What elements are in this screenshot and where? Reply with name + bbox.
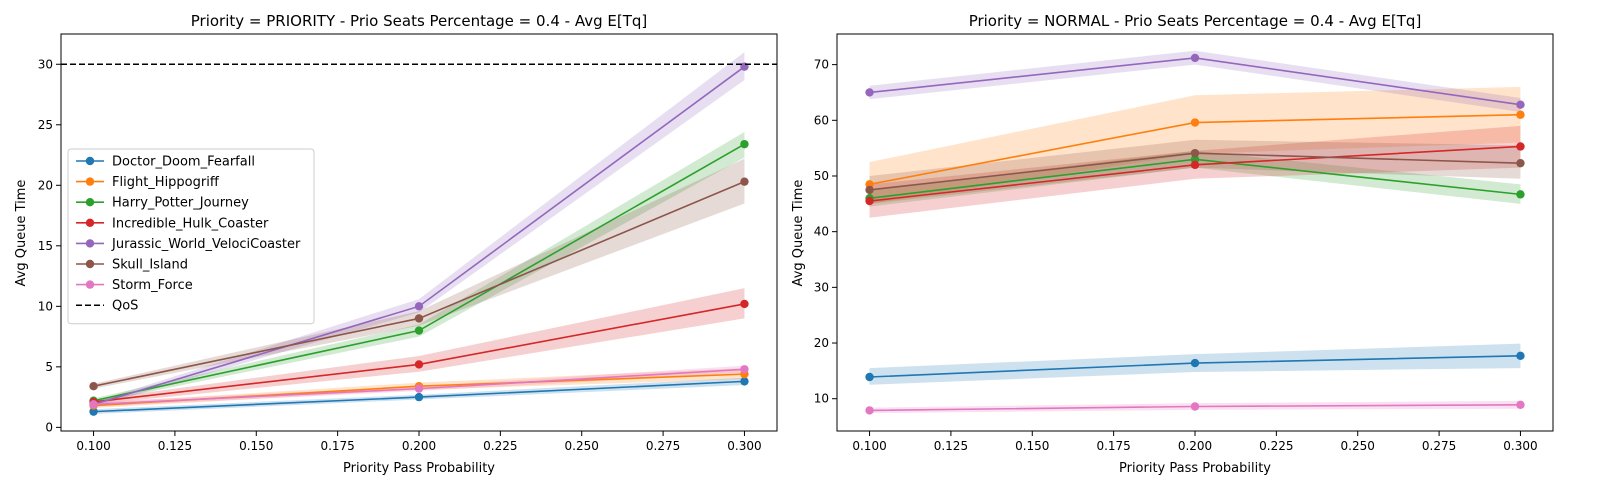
y-tick-label: 50	[814, 169, 829, 183]
confidence-band	[869, 125, 1521, 218]
data-point	[1190, 160, 1200, 170]
legend-label: Flight_Hippogriff	[112, 175, 220, 190]
data-point	[865, 196, 874, 206]
x-tick-label: 0.275	[1422, 439, 1456, 453]
x-tick-label: 0.150	[239, 439, 273, 453]
x-tick-label: 0.125	[934, 439, 968, 453]
data-point	[414, 360, 424, 369]
legend-marker	[85, 280, 95, 289]
legend-marker	[85, 156, 95, 166]
x-axis-label: Priority Pass Probability	[1119, 461, 1271, 476]
legend-label: Incredible_Hulk_Coaster	[112, 216, 269, 231]
data-point	[414, 302, 424, 311]
data-point	[89, 400, 98, 409]
confidence-band	[869, 86, 1521, 204]
y-tick-label: 20	[814, 336, 829, 350]
legend-label: Doctor_Doom_Fearfall	[112, 155, 255, 170]
legend-label: Harry_Potter_Journey	[112, 196, 249, 211]
y-tick-label: 30	[38, 57, 53, 71]
data-point	[865, 406, 874, 415]
x-tick-label: 0.100	[852, 439, 886, 453]
legend-box	[67, 148, 315, 325]
y-tick-label: 20	[38, 178, 53, 192]
x-tick-label: 0.200	[402, 439, 436, 453]
legend-label: Skull_Island	[112, 258, 188, 273]
data-point	[740, 177, 749, 186]
data-point	[740, 365, 749, 374]
x-tick-label: 0.250	[1341, 439, 1375, 453]
x-tick-label: 0.225	[483, 439, 517, 453]
data-point	[740, 377, 749, 386]
chart-normal: Priority = NORMAL - Prio Seats Percentag…	[791, 12, 1554, 476]
data-point	[1516, 100, 1525, 109]
legend-label: QoS	[112, 299, 138, 314]
x-tick-label: 0.300	[1503, 439, 1537, 453]
x-tick-label: 0.175	[320, 439, 354, 453]
y-axis-label: Avg Queue Time	[14, 180, 29, 287]
data-point	[1516, 158, 1525, 168]
x-tick-label: 0.200	[1178, 439, 1212, 453]
x-tick-label: 0.125	[158, 439, 192, 453]
data-point	[865, 185, 874, 195]
data-point	[414, 314, 424, 323]
y-tick-label: 25	[38, 118, 53, 132]
data-point	[414, 384, 424, 393]
legend-marker	[85, 198, 95, 207]
data-point	[1190, 53, 1200, 63]
y-tick-label: 15	[38, 239, 53, 253]
chart-title: Priority = PRIORITY - Prio Seats Percent…	[191, 12, 647, 30]
legend: Doctor_Doom_Fearfall Flight_Hippogriff Har…	[67, 148, 315, 325]
x-tick-label: 0.175	[1096, 439, 1130, 453]
data-point	[414, 326, 424, 335]
y-tick-label: 40	[814, 225, 829, 239]
data-point	[740, 139, 749, 149]
legend-label: Storm_Force	[112, 278, 193, 293]
data-point	[1190, 148, 1200, 158]
y-tick-label: 30	[814, 280, 829, 294]
legend-label: Jurassic_World_VelociCoaster	[111, 237, 301, 252]
data-point	[1516, 190, 1525, 199]
data-point	[89, 382, 98, 391]
y-tick-label: 60	[814, 113, 829, 127]
data-point	[1516, 351, 1525, 361]
legend-marker	[85, 218, 95, 227]
y-tick-label: 0	[45, 420, 53, 434]
x-axis-label: Priority Pass Probability	[343, 461, 495, 476]
legend-marker	[85, 239, 95, 248]
legend-marker	[85, 259, 95, 269]
y-tick-label: 10	[38, 299, 53, 313]
data-point	[89, 407, 98, 416]
data-point	[1516, 400, 1525, 410]
data-point	[414, 392, 424, 402]
chart-title: Priority = NORMAL - Prio Seats Percentag…	[969, 12, 1422, 30]
x-tick-label: 0.250	[565, 439, 599, 453]
chart-priority: Priority = PRIORITY - Prio Seats Percent…	[14, 12, 778, 476]
data-point	[1190, 118, 1200, 127]
x-tick-label: 0.275	[646, 439, 680, 453]
confidence-band	[869, 50, 1521, 112]
data-point	[865, 88, 874, 97]
y-tick-label: 10	[814, 392, 829, 406]
data-point	[1516, 110, 1525, 119]
confidence-band	[93, 288, 745, 405]
x-tick-label: 0.100	[76, 439, 110, 453]
x-tick-label: 0.225	[1259, 439, 1293, 453]
x-tick-label: 0.300	[727, 439, 761, 453]
data-point	[865, 372, 874, 382]
data-point	[1190, 402, 1200, 411]
y-tick-label: 5	[45, 360, 53, 374]
data-point	[1190, 358, 1200, 368]
x-tick-label: 0.150	[1015, 439, 1049, 453]
y-axis-label: Avg Queue Time	[791, 180, 806, 287]
data-point	[740, 299, 749, 309]
y-tick-label: 70	[814, 58, 829, 72]
data-point	[1516, 142, 1525, 151]
legend-marker	[85, 177, 95, 186]
